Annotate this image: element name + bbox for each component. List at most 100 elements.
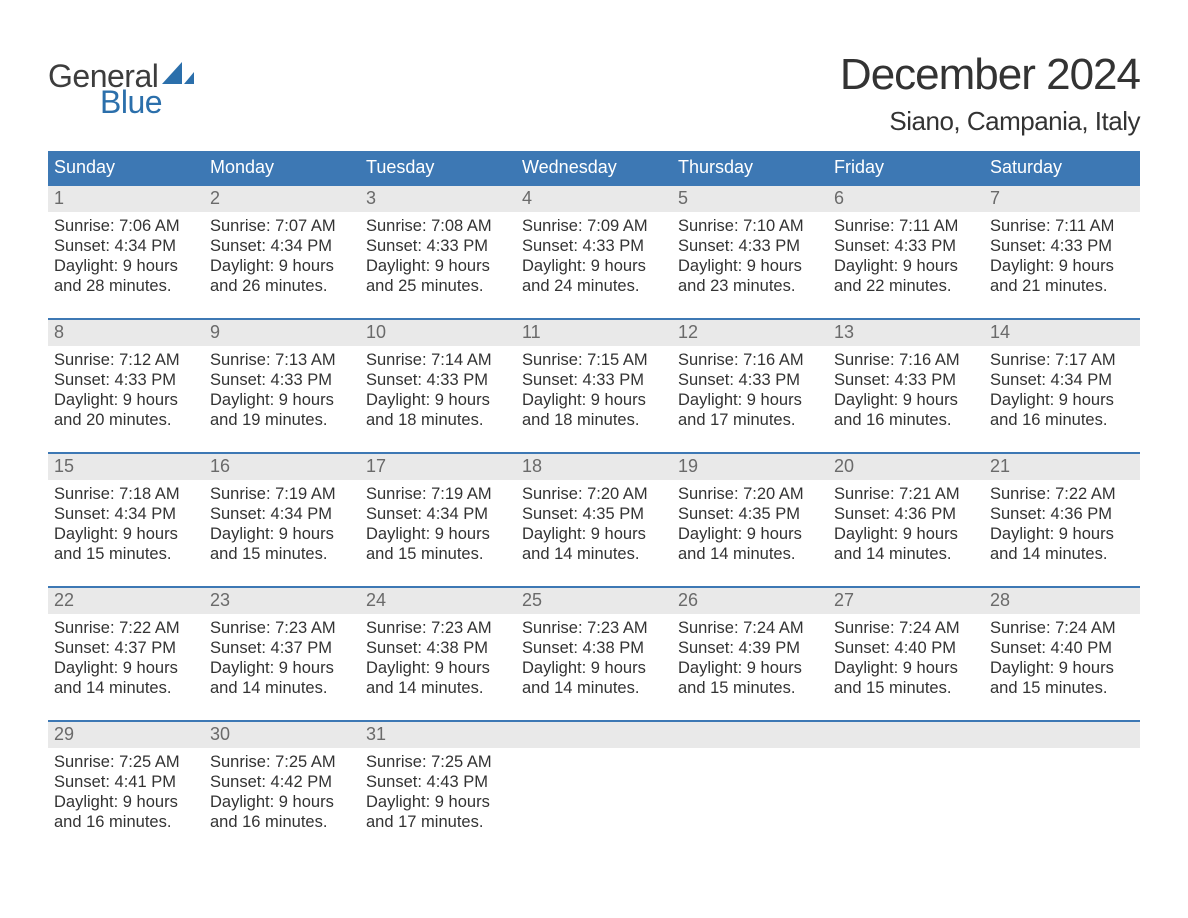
daylight-line-2: and 16 minutes.: [54, 812, 198, 832]
sunrise-line: Sunrise: 7:20 AM: [678, 484, 822, 504]
sunrise-line: Sunrise: 7:22 AM: [54, 618, 198, 638]
sunset-line: Sunset: 4:36 PM: [990, 504, 1134, 524]
day-cell: 3Sunrise: 7:08 AMSunset: 4:33 PMDaylight…: [360, 186, 516, 296]
sunrise-line: Sunrise: 7:23 AM: [366, 618, 510, 638]
day-cell: 1Sunrise: 7:06 AMSunset: 4:34 PMDaylight…: [48, 186, 204, 296]
day-cell: 18Sunrise: 7:20 AMSunset: 4:35 PMDayligh…: [516, 454, 672, 564]
logo-sail-icon: [162, 62, 194, 88]
sunset-line: Sunset: 4:34 PM: [366, 504, 510, 524]
day-number: 26: [672, 588, 828, 614]
day-body: Sunrise: 7:08 AMSunset: 4:33 PMDaylight:…: [360, 212, 516, 297]
day-cell: 22Sunrise: 7:22 AMSunset: 4:37 PMDayligh…: [48, 588, 204, 698]
sunrise-line: Sunrise: 7:17 AM: [990, 350, 1134, 370]
daylight-line-2: and 14 minutes.: [678, 544, 822, 564]
sunset-line: Sunset: 4:34 PM: [210, 504, 354, 524]
day-body: Sunrise: 7:16 AMSunset: 4:33 PMDaylight:…: [672, 346, 828, 431]
daylight-line-2: and 26 minutes.: [210, 276, 354, 296]
sunrise-line: Sunrise: 7:22 AM: [990, 484, 1134, 504]
daylight-line-1: Daylight: 9 hours: [990, 658, 1134, 678]
daylight-line-1: Daylight: 9 hours: [54, 792, 198, 812]
day-number: [672, 722, 828, 748]
day-number: 16: [204, 454, 360, 480]
daylight-line-1: Daylight: 9 hours: [678, 524, 822, 544]
daylight-line-2: and 17 minutes.: [366, 812, 510, 832]
daylight-line-2: and 16 minutes.: [210, 812, 354, 832]
day-cell: 26Sunrise: 7:24 AMSunset: 4:39 PMDayligh…: [672, 588, 828, 698]
sunset-line: Sunset: 4:33 PM: [522, 370, 666, 390]
day-body: Sunrise: 7:23 AMSunset: 4:38 PMDaylight:…: [360, 614, 516, 699]
month-title: December 2024: [840, 50, 1140, 100]
sunset-line: Sunset: 4:40 PM: [834, 638, 978, 658]
day-cell: 9Sunrise: 7:13 AMSunset: 4:33 PMDaylight…: [204, 320, 360, 430]
sunset-line: Sunset: 4:41 PM: [54, 772, 198, 792]
daylight-line-2: and 14 minutes.: [990, 544, 1134, 564]
sunset-line: Sunset: 4:38 PM: [522, 638, 666, 658]
sunrise-line: Sunrise: 7:11 AM: [834, 216, 978, 236]
day-number: 1: [48, 186, 204, 212]
sunrise-line: Sunrise: 7:23 AM: [210, 618, 354, 638]
day-cell: 17Sunrise: 7:19 AMSunset: 4:34 PMDayligh…: [360, 454, 516, 564]
sunset-line: Sunset: 4:33 PM: [522, 236, 666, 256]
sunset-line: Sunset: 4:33 PM: [990, 236, 1134, 256]
title-block: December 2024 Siano, Campania, Italy: [840, 30, 1140, 147]
sunrise-line: Sunrise: 7:25 AM: [54, 752, 198, 772]
day-number: 9: [204, 320, 360, 346]
day-cell: 8Sunrise: 7:12 AMSunset: 4:33 PMDaylight…: [48, 320, 204, 430]
day-body: Sunrise: 7:24 AMSunset: 4:39 PMDaylight:…: [672, 614, 828, 699]
day-number: 21: [984, 454, 1140, 480]
sunrise-line: Sunrise: 7:24 AM: [678, 618, 822, 638]
daylight-line-1: Daylight: 9 hours: [366, 524, 510, 544]
daylight-line-2: and 14 minutes.: [54, 678, 198, 698]
day-cell: 11Sunrise: 7:15 AMSunset: 4:33 PMDayligh…: [516, 320, 672, 430]
sunset-line: Sunset: 4:40 PM: [990, 638, 1134, 658]
daylight-line-1: Daylight: 9 hours: [366, 256, 510, 276]
sunrise-line: Sunrise: 7:06 AM: [54, 216, 198, 236]
logo: General Blue: [48, 30, 194, 118]
day-body: Sunrise: 7:25 AMSunset: 4:43 PMDaylight:…: [360, 748, 516, 833]
day-cell: 15Sunrise: 7:18 AMSunset: 4:34 PMDayligh…: [48, 454, 204, 564]
daylight-line-2: and 15 minutes.: [678, 678, 822, 698]
daylight-line-2: and 14 minutes.: [522, 544, 666, 564]
day-number: 23: [204, 588, 360, 614]
day-cell: 14Sunrise: 7:17 AMSunset: 4:34 PMDayligh…: [984, 320, 1140, 430]
day-cell: [828, 722, 984, 832]
dow-cell: Wednesday: [516, 151, 672, 184]
day-number: 15: [48, 454, 204, 480]
day-body: Sunrise: 7:19 AMSunset: 4:34 PMDaylight:…: [360, 480, 516, 565]
sunrise-line: Sunrise: 7:16 AM: [678, 350, 822, 370]
sunrise-line: Sunrise: 7:16 AM: [834, 350, 978, 370]
daylight-line-1: Daylight: 9 hours: [210, 658, 354, 678]
day-body: Sunrise: 7:17 AMSunset: 4:34 PMDaylight:…: [984, 346, 1140, 431]
sunset-line: Sunset: 4:37 PM: [54, 638, 198, 658]
daylight-line-2: and 15 minutes.: [54, 544, 198, 564]
day-cell: 29Sunrise: 7:25 AMSunset: 4:41 PMDayligh…: [48, 722, 204, 832]
sunrise-line: Sunrise: 7:25 AM: [366, 752, 510, 772]
dow-cell: Friday: [828, 151, 984, 184]
day-body: Sunrise: 7:09 AMSunset: 4:33 PMDaylight:…: [516, 212, 672, 297]
daylight-line-2: and 14 minutes.: [834, 544, 978, 564]
sunrise-line: Sunrise: 7:25 AM: [210, 752, 354, 772]
day-number: [516, 722, 672, 748]
sunrise-line: Sunrise: 7:24 AM: [990, 618, 1134, 638]
day-body: Sunrise: 7:13 AMSunset: 4:33 PMDaylight:…: [204, 346, 360, 431]
daylight-line-1: Daylight: 9 hours: [210, 792, 354, 812]
daylight-line-1: Daylight: 9 hours: [834, 658, 978, 678]
daylight-line-1: Daylight: 9 hours: [54, 256, 198, 276]
sunset-line: Sunset: 4:33 PM: [834, 370, 978, 390]
day-cell: 16Sunrise: 7:19 AMSunset: 4:34 PMDayligh…: [204, 454, 360, 564]
sunset-line: Sunset: 4:33 PM: [210, 370, 354, 390]
sunset-line: Sunset: 4:33 PM: [54, 370, 198, 390]
sunset-line: Sunset: 4:34 PM: [210, 236, 354, 256]
day-body: Sunrise: 7:11 AMSunset: 4:33 PMDaylight:…: [828, 212, 984, 297]
day-number: 19: [672, 454, 828, 480]
sunset-line: Sunset: 4:34 PM: [990, 370, 1134, 390]
week-row: 22Sunrise: 7:22 AMSunset: 4:37 PMDayligh…: [48, 586, 1140, 698]
sunrise-line: Sunrise: 7:11 AM: [990, 216, 1134, 236]
day-body: Sunrise: 7:20 AMSunset: 4:35 PMDaylight:…: [672, 480, 828, 565]
day-number: 30: [204, 722, 360, 748]
day-cell: 31Sunrise: 7:25 AMSunset: 4:43 PMDayligh…: [360, 722, 516, 832]
daylight-line-1: Daylight: 9 hours: [990, 256, 1134, 276]
day-cell: 19Sunrise: 7:20 AMSunset: 4:35 PMDayligh…: [672, 454, 828, 564]
day-number: 31: [360, 722, 516, 748]
sunset-line: Sunset: 4:33 PM: [678, 236, 822, 256]
